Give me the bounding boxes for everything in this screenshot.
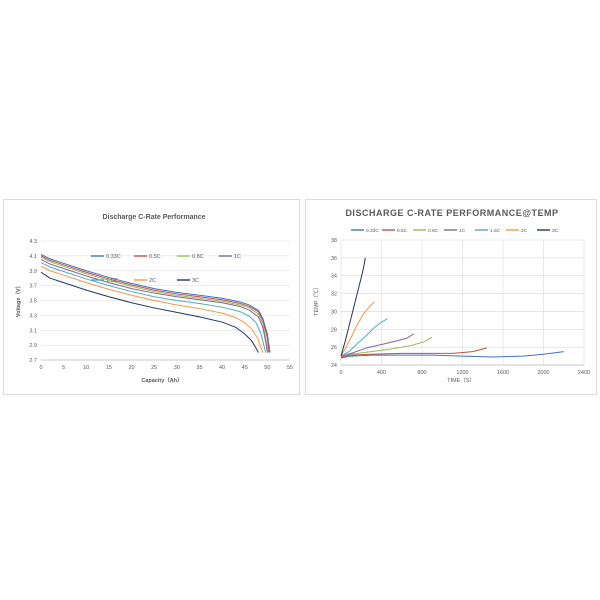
x-tick-label: 40	[219, 365, 225, 371]
series-line-3C	[340, 257, 366, 357]
y-tick-label: 30	[331, 309, 337, 315]
x-tick-label: 25	[151, 365, 157, 371]
legend-label: 0.8C	[428, 228, 439, 234]
y-tick-label: 3.7	[29, 284, 37, 290]
chart-title: DISCHARGE C-RATE PERFORMANCE@TEMP	[345, 208, 558, 218]
legend-label: 0.8C	[192, 254, 204, 260]
x-tick-label: 0	[339, 370, 342, 376]
x-tick-label: 800	[417, 370, 426, 376]
x-tick-label: 0	[39, 365, 42, 371]
chart-panel-capacity: Discharge C-Rate Performance Capacity（Ah…	[3, 199, 300, 395]
legend-label: 2C	[521, 228, 528, 234]
series-line-2C	[40, 265, 264, 353]
legend-label: 3C	[552, 228, 559, 234]
legend-label: 1C	[234, 254, 241, 260]
x-tick-label: 30	[174, 365, 180, 371]
series-line-3C	[40, 271, 259, 353]
legend-label: 1.5C	[490, 228, 501, 234]
y-tick-label: 36	[331, 256, 337, 262]
legend-label: 0.33C	[366, 228, 379, 234]
x-tick-label: 5	[62, 365, 65, 371]
legend-label: 0.33C	[106, 254, 121, 260]
series-line-0_33C	[40, 253, 271, 353]
y-tick-label: 4.1	[29, 254, 37, 260]
y-tick-label: 26	[331, 345, 337, 351]
y-tick-label: 34	[331, 274, 337, 280]
legend-label: 1C	[459, 228, 466, 234]
x-tick-label: 45	[242, 365, 248, 371]
y-tick-label: 24	[331, 363, 337, 369]
y-tick-label: 3.3	[29, 313, 37, 319]
chart-panel-temperature: DISCHARGE C-RATE PERFORMANCE@TEMP TIME（S…	[305, 199, 597, 395]
x-tick-label: 15	[106, 365, 112, 371]
y-tick-label: 3.9	[29, 269, 37, 275]
plot-area: 2.7 2.9 3.1 3.3 3.5 3.7 3.9 4.1 4.3 0 5 10 15 20 25 30 3…	[29, 239, 293, 371]
y-tick-label: 38	[331, 238, 337, 244]
x-tick-label: 1600	[497, 370, 509, 376]
x-tick-label: 20	[128, 365, 134, 371]
legend-label: 2C	[149, 278, 156, 284]
y-tick-label: 28	[331, 327, 337, 333]
series-line-1_5C	[40, 262, 267, 353]
y-axis-label: TEMP（℃）	[313, 284, 320, 316]
series-line-0_8C	[40, 256, 269, 353]
legend-label: 0.5C	[397, 228, 408, 234]
x-tick-label: 50	[264, 365, 270, 371]
x-tick-label: 55	[287, 365, 293, 371]
y-tick-label: 3.1	[29, 328, 37, 334]
y-tick-label: 2.7	[29, 358, 37, 364]
y-tick-label: 4.3	[29, 239, 37, 245]
series-line-1_5C	[340, 318, 388, 357]
y-tick-label: 32	[331, 292, 337, 298]
series-line-0_5C	[340, 347, 487, 358]
legend-label: 3C	[192, 278, 199, 284]
x-tick-label: 400	[377, 370, 386, 376]
series-line-0_33C	[340, 351, 564, 359]
chart-title: Discharge C-Rate Performance	[102, 214, 205, 221]
x-tick-label: 2400	[578, 370, 590, 376]
legend-label: 1.5C	[106, 278, 118, 284]
x-axis-label: TIME（S）	[447, 377, 475, 384]
plot-area: 24 26 28 30 32 34 36 38 0 400 800 1200 1600 2000 2400	[331, 238, 590, 376]
x-axis-label: Capacity（Ah）	[141, 376, 182, 384]
legend: 0.33C 0.5C 0.8C 1C 1.5C 2C 3C	[91, 254, 241, 284]
capacity-chart-svg: Discharge C-Rate Performance Capacity（Ah…	[14, 214, 293, 384]
legend-label: 0.5C	[149, 254, 161, 260]
temperature-chart-svg: DISCHARGE C-RATE PERFORMANCE@TEMP TIME（S…	[313, 208, 590, 384]
series-line-1C	[40, 259, 268, 353]
y-tick-label: 2.9	[29, 343, 37, 349]
series-line-2C	[340, 301, 375, 357]
y-axis-label: Voltage（V）	[14, 283, 22, 317]
x-tick-label: 35	[196, 365, 202, 371]
series-line-1C	[340, 333, 415, 357]
x-tick-label: 2000	[537, 370, 549, 376]
series-line-0_8C	[340, 336, 433, 357]
series-line-0_5C	[40, 255, 270, 353]
y-tick-label: 3.5	[29, 299, 37, 305]
x-tick-label: 10	[83, 365, 89, 371]
x-tick-label: 1200	[456, 370, 468, 376]
legend: 0.33C 0.5C 0.8C 1C 1.5C 2C 3C	[351, 228, 559, 234]
